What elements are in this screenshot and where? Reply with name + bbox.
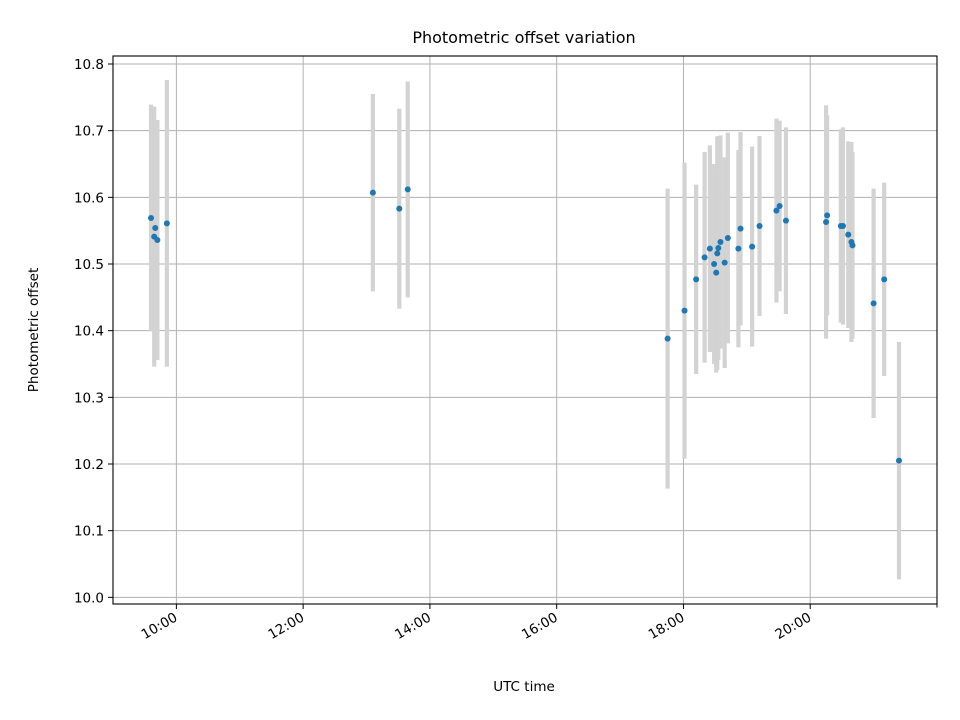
data-point (737, 225, 744, 232)
data-point (839, 223, 846, 229)
data-point (681, 307, 688, 314)
y-tick-label: 10.7 (74, 124, 104, 140)
data-point (701, 254, 708, 261)
data-point (749, 243, 756, 250)
data-point (782, 217, 789, 224)
y-tick-label: 10.0 (74, 590, 104, 606)
data-point (881, 276, 888, 283)
data-point (711, 261, 718, 267)
data-point (717, 239, 724, 245)
data-points (148, 186, 902, 464)
data-point (849, 242, 856, 249)
data-point (693, 276, 700, 283)
data-point (756, 223, 763, 229)
data-point (152, 225, 159, 231)
data-point (724, 235, 731, 241)
data-point (823, 219, 830, 225)
data-point (706, 245, 713, 252)
y-tick-label: 10.1 (74, 524, 104, 540)
y-tick-label: 10.6 (74, 190, 104, 206)
data-point (369, 189, 376, 196)
y-tick-label: 10.2 (74, 457, 104, 473)
data-point (824, 212, 831, 219)
data-point (664, 335, 671, 342)
y-axis-ticks: 10.0 10.1 10.2 10.3 10.4 10.5 10.6 10.7 10.8 (74, 57, 113, 606)
data-point (721, 259, 728, 266)
data-point (713, 269, 720, 276)
data-point (715, 245, 722, 251)
chart-title: Photometric offset variation (412, 28, 635, 47)
data-point (404, 186, 411, 193)
y-tick-label: 10.8 (74, 57, 104, 73)
data-point (714, 250, 721, 257)
data-point (895, 457, 902, 464)
data-point (163, 220, 170, 227)
y-axis-label: Photometric offset (26, 268, 42, 392)
y-tick-label: 10.5 (74, 257, 104, 273)
data-point (735, 245, 742, 252)
y-tick-label: 10.3 (74, 390, 104, 406)
data-point (396, 205, 403, 212)
data-point (870, 300, 877, 307)
plot-frame (112, 55, 938, 605)
data-point (154, 237, 161, 243)
data-point (845, 231, 852, 238)
data-point (148, 215, 155, 221)
data-point (776, 203, 783, 209)
data-point (773, 207, 780, 214)
x-axis-label: UTC time (493, 679, 555, 695)
y-tick-label: 10.4 (74, 324, 104, 340)
